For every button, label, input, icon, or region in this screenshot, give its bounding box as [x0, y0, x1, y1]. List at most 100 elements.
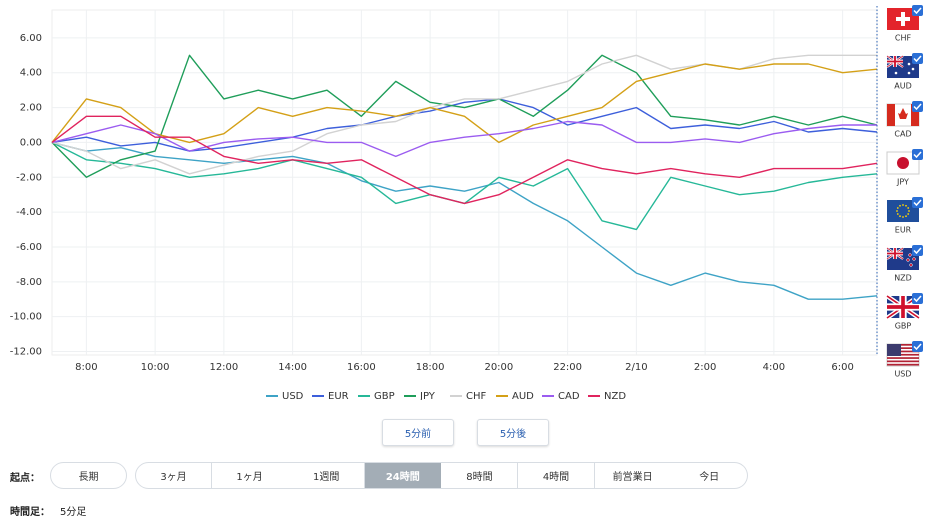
flag-part [887, 353, 919, 356]
series-line [51, 115, 878, 205]
checkmark [913, 295, 922, 303]
series-line [51, 54, 878, 178]
checkmark [913, 199, 922, 207]
legend-label: GBP [374, 391, 395, 400]
y-tick-label: -4.00 [16, 207, 42, 218]
plot-area [51, 9, 878, 356]
flag-part [896, 12, 910, 26]
checkbox [912, 197, 923, 208]
x-tick-label: 6:00 [831, 362, 853, 373]
flag-part [887, 357, 919, 359]
flag-part [887, 360, 919, 363]
flag-part [887, 248, 903, 259]
x-tick-label: 22:00 [553, 362, 582, 373]
series-line [51, 63, 878, 144]
flag-part [897, 157, 909, 169]
x-tick-label: 12:00 [209, 362, 238, 373]
flag-part [896, 207, 899, 209]
x-tick-label: 20:00 [484, 362, 513, 373]
chart: 6.00 4.00 2.00 0.00 -2.00 -4.00 -6.00 -8.00 -10.… [10, 5, 923, 400]
flag-part [905, 215, 907, 218]
range-button[interactable]: 4時間 [518, 462, 595, 489]
step-back-button[interactable]: 5分前 [382, 419, 454, 446]
currency-toggle[interactable]: CAD [886, 101, 923, 139]
flag-part [911, 104, 919, 126]
x-tick-label: 4:00 [763, 362, 785, 373]
flag-part [894, 71, 898, 75]
checkbox [912, 53, 923, 64]
flag-part [906, 258, 910, 262]
x-tick-label: 2:00 [694, 362, 716, 373]
flag-part [887, 350, 919, 353]
long-term-button[interactable]: 長期 [50, 462, 127, 489]
start-label: 起点： [10, 473, 40, 484]
y-tick-label: -10.00 [10, 312, 42, 323]
y-tick-label: 4.00 [20, 68, 42, 79]
checkbox [912, 245, 923, 256]
series-line [51, 120, 877, 158]
flag-part [887, 104, 895, 126]
range-button[interactable]: 8時間 [441, 462, 519, 489]
timeframe-label: 時間足： [10, 507, 50, 518]
flag-part [908, 253, 912, 257]
currency-toggle[interactable]: GBP [885, 293, 923, 331]
flag-part [911, 67, 915, 71]
flag-part [907, 62, 911, 66]
range-button[interactable]: 今日 [671, 462, 749, 489]
currency-toggle[interactable]: CHF [887, 5, 923, 43]
checkbox [912, 5, 923, 16]
range-button[interactable]: 1ヶ月 [211, 462, 289, 489]
flag-part [887, 56, 903, 67]
checkbox [912, 101, 923, 112]
currency-toggle[interactable]: NZD [886, 245, 923, 283]
legend-label: USD [282, 391, 304, 400]
legend-label: JPY [419, 391, 436, 400]
legend-label: NZD [604, 391, 626, 400]
flag-part [912, 257, 916, 261]
checkmark [913, 247, 922, 255]
flag-part [887, 344, 919, 346]
flag-part [907, 207, 910, 209]
flag-part [887, 296, 919, 318]
currency-label: EUR [895, 226, 912, 235]
currency-label: AUD [894, 82, 912, 91]
checkmark [913, 7, 922, 15]
currency-label: CHF [895, 34, 912, 43]
currency-toggle[interactable]: JPY [886, 149, 923, 187]
flag-part [887, 344, 901, 356]
currency-toggle[interactable]: EUR [887, 197, 923, 235]
flag-part [898, 108, 908, 119]
currency-toggle[interactable]: USD [886, 341, 923, 379]
checkbox [912, 341, 923, 352]
range-button[interactable]: 前営業日 [594, 462, 672, 489]
checkmark [913, 151, 922, 159]
flag-part [909, 263, 913, 267]
flag-part [887, 347, 919, 349]
legend-label: CHF [466, 391, 487, 400]
flag-part [905, 204, 907, 207]
series-line [51, 141, 878, 300]
flag-part [887, 200, 919, 222]
currency-label: USD [894, 370, 911, 379]
y-tick-label: 6.00 [20, 33, 42, 44]
currency-label: CAD [894, 130, 911, 139]
range-button[interactable]: 1週間 [288, 462, 366, 489]
x-tick-label: 2/10 [625, 362, 647, 373]
checkmark [913, 343, 922, 351]
range-button[interactable]: 24時間 [364, 462, 442, 489]
flag-part [896, 210, 898, 212]
range-button[interactable]: 3ヶ月 [135, 462, 212, 489]
y-tick-label: -8.00 [16, 277, 42, 288]
currency-label: NZD [894, 274, 912, 283]
step-forward-button[interactable]: 5分後 [477, 419, 549, 446]
y-tick-label: 0.00 [20, 137, 42, 148]
flag-part [907, 213, 910, 215]
currency-toggle[interactable]: AUD [886, 53, 923, 91]
flag-part [899, 215, 901, 218]
legend-label: AUD [512, 391, 534, 400]
x-tick-label: 16:00 [347, 362, 376, 373]
currency-label: JPY [896, 178, 909, 187]
legend-label: CAD [558, 391, 580, 400]
flag-part [902, 204, 904, 206]
